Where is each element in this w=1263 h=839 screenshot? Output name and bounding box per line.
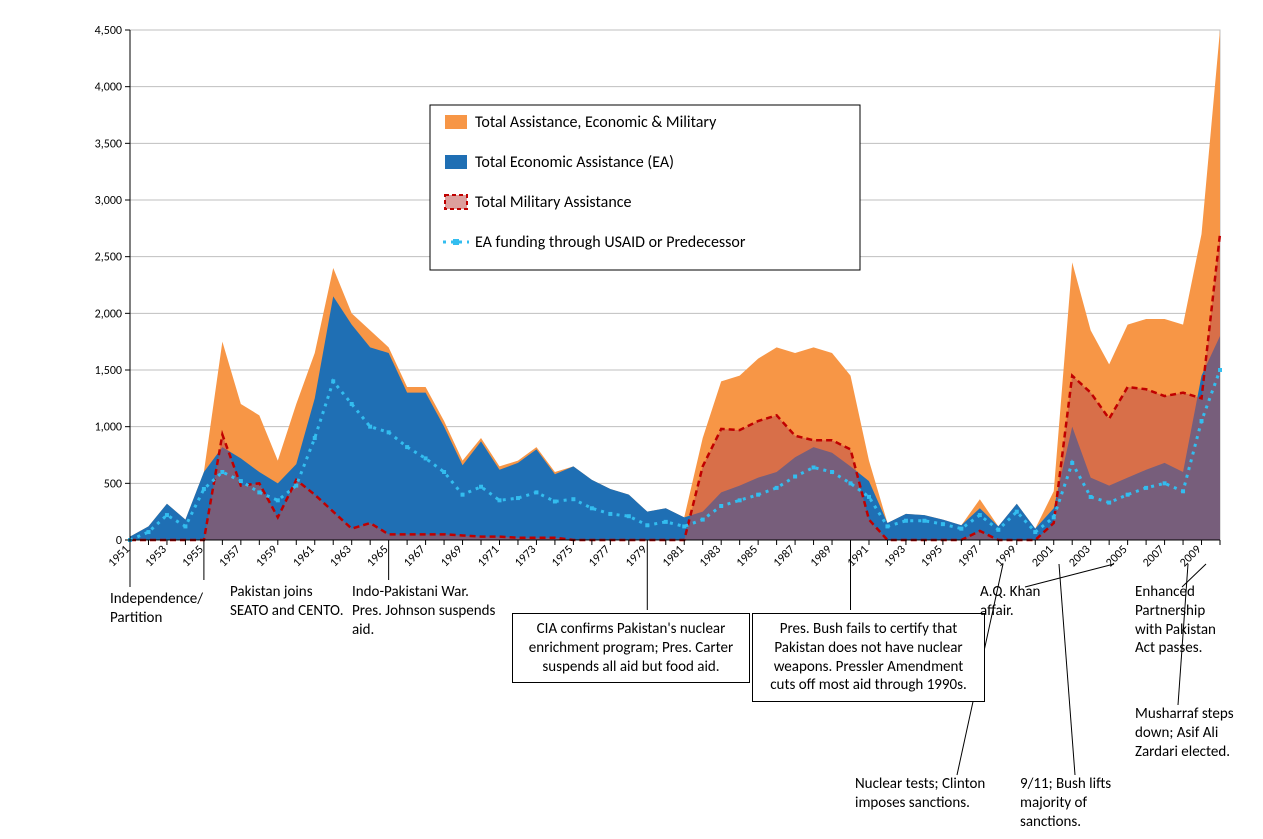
svg-text:1999: 1999 bbox=[993, 543, 1020, 570]
svg-text:1969: 1969 bbox=[438, 543, 465, 570]
annotation-911: 9/11; Bush liftsmajority ofsanctions. bbox=[1020, 775, 1220, 831]
svg-text:1955: 1955 bbox=[180, 543, 207, 570]
svg-text:1995: 1995 bbox=[919, 543, 946, 570]
svg-text:1,500: 1,500 bbox=[95, 364, 122, 378]
svg-text:4,500: 4,500 bbox=[95, 24, 122, 38]
annotation-independence: Independence/Partition bbox=[110, 590, 215, 628]
annotation-cia-carter: CIA confirms Pakistan's nuclear enrichme… bbox=[512, 613, 750, 683]
svg-text:3,000: 3,000 bbox=[95, 194, 122, 208]
svg-text:1973: 1973 bbox=[512, 543, 539, 570]
svg-text:1967: 1967 bbox=[401, 543, 428, 570]
svg-text:1975: 1975 bbox=[549, 543, 576, 570]
svg-text:1953: 1953 bbox=[143, 543, 170, 570]
annotation-aqkhan: A.Q. Khanaffair. bbox=[980, 583, 1085, 621]
svg-text:1985: 1985 bbox=[734, 543, 761, 570]
svg-text:EA funding through USAID or Pr: EA funding through USAID or Predecessor bbox=[475, 233, 746, 252]
svg-text:1989: 1989 bbox=[808, 543, 835, 570]
svg-text:1993: 1993 bbox=[882, 543, 909, 570]
svg-text:1963: 1963 bbox=[327, 543, 354, 570]
svg-text:1997: 1997 bbox=[956, 543, 983, 570]
svg-text:1951: 1951 bbox=[106, 543, 133, 570]
svg-text:Total Economic Assistance (EA): Total Economic Assistance (EA) bbox=[475, 153, 674, 172]
svg-text:4,000: 4,000 bbox=[95, 81, 122, 95]
svg-text:2,000: 2,000 bbox=[95, 307, 122, 321]
svg-text:500: 500 bbox=[104, 477, 122, 491]
svg-text:1983: 1983 bbox=[697, 543, 724, 570]
annotation-pressler: Pres. Bush fails to certify that Pakista… bbox=[752, 613, 985, 702]
svg-text:1987: 1987 bbox=[771, 543, 798, 570]
svg-text:1977: 1977 bbox=[586, 543, 613, 570]
svg-text:1959: 1959 bbox=[254, 543, 281, 570]
svg-text:1957: 1957 bbox=[217, 543, 244, 570]
svg-text:1979: 1979 bbox=[623, 543, 650, 570]
annotation-eplb: EnhancedPartnershipwith PakistanAct pass… bbox=[1135, 583, 1255, 658]
assistance-chart: 05001,0001,5002,0002,5003,0003,5004,0004… bbox=[0, 0, 1263, 839]
annotation-musharraf: Musharraf stepsdown; Asif AliZardari ele… bbox=[1135, 705, 1263, 761]
svg-text:1965: 1965 bbox=[364, 543, 391, 570]
svg-text:2,500: 2,500 bbox=[95, 251, 122, 265]
svg-text:2003: 2003 bbox=[1066, 543, 1093, 570]
svg-text:1991: 1991 bbox=[845, 543, 872, 570]
svg-text:2007: 2007 bbox=[1140, 543, 1167, 570]
svg-text:1971: 1971 bbox=[475, 543, 502, 570]
chart-svg: 05001,0001,5002,0002,5003,0003,5004,0004… bbox=[0, 0, 1263, 839]
svg-text:1961: 1961 bbox=[290, 543, 317, 570]
svg-text:Total Military Assistance: Total Military Assistance bbox=[475, 193, 631, 212]
svg-text:1981: 1981 bbox=[660, 543, 687, 570]
svg-text:2009: 2009 bbox=[1177, 543, 1204, 570]
svg-text:3,500: 3,500 bbox=[95, 137, 122, 151]
svg-text:Total Assistance, Economic & M: Total Assistance, Economic & Military bbox=[475, 113, 717, 132]
svg-text:2001: 2001 bbox=[1029, 543, 1056, 570]
svg-text:1,000: 1,000 bbox=[95, 421, 122, 435]
